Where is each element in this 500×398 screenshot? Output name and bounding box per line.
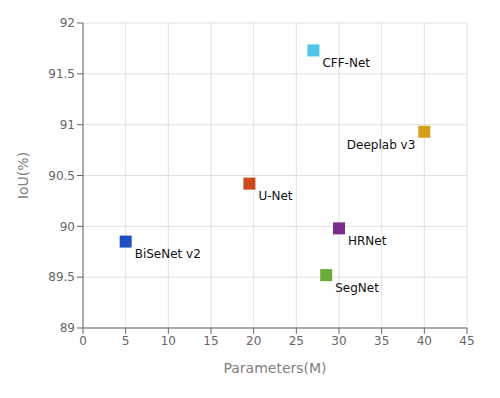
svg-text:15: 15	[203, 334, 218, 348]
svg-text:90: 90	[60, 220, 75, 234]
svg-text:25: 25	[289, 334, 304, 348]
svg-text:SegNet: SegNet	[335, 281, 379, 295]
svg-text:91: 91	[60, 118, 75, 132]
svg-text:CFF-Net: CFF-Net	[322, 56, 370, 70]
svg-text:20: 20	[246, 334, 261, 348]
svg-text:91.5: 91.5	[48, 67, 75, 81]
svg-text:5: 5	[122, 334, 130, 348]
svg-text:BiSeNet v2: BiSeNet v2	[135, 247, 201, 261]
svg-text:45: 45	[459, 334, 474, 348]
svg-text:92: 92	[60, 16, 75, 30]
svg-text:30: 30	[331, 334, 346, 348]
svg-text:0: 0	[79, 334, 87, 348]
svg-text:HRNet: HRNet	[348, 234, 387, 248]
svg-text:U-Net: U-Net	[258, 189, 292, 203]
svg-text:IoU(%): IoU(%)	[15, 152, 31, 199]
svg-text:90.5: 90.5	[48, 169, 75, 183]
svg-text:Deeplab v3: Deeplab v3	[347, 138, 415, 152]
svg-text:89.5: 89.5	[48, 270, 75, 284]
svg-text:Parameters(M): Parameters(M)	[223, 360, 326, 376]
svg-text:10: 10	[161, 334, 176, 348]
svg-text:35: 35	[374, 334, 389, 348]
svg-text:40: 40	[417, 334, 432, 348]
svg-text:89: 89	[60, 321, 75, 335]
